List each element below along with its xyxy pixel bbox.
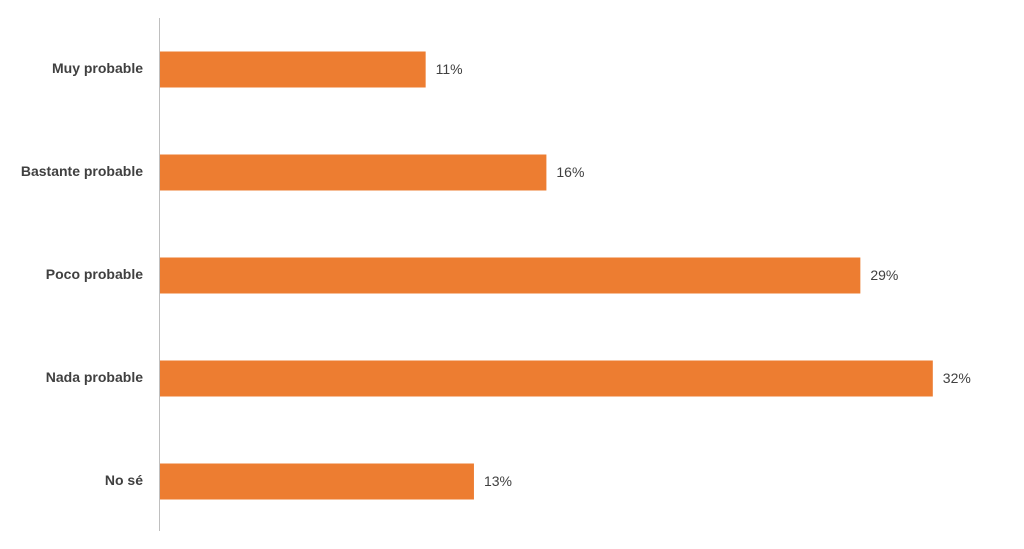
- y-tick-label: No sé: [105, 472, 143, 488]
- bar: [160, 154, 547, 191]
- y-tick-label: Nada probable: [46, 369, 143, 385]
- y-tick-label: Muy probable: [52, 60, 143, 76]
- bar: [160, 360, 933, 397]
- bar: [160, 51, 426, 88]
- bar: [160, 463, 474, 500]
- data-label: 11%: [436, 61, 463, 77]
- y-tick-label: Poco probable: [46, 266, 143, 282]
- data-label: 32%: [943, 370, 971, 386]
- data-label: 13%: [484, 473, 512, 489]
- y-tick-label: Bastante probable: [21, 163, 143, 179]
- data-label: 29%: [870, 267, 898, 283]
- bar: [160, 257, 861, 294]
- data-label: 16%: [556, 164, 584, 180]
